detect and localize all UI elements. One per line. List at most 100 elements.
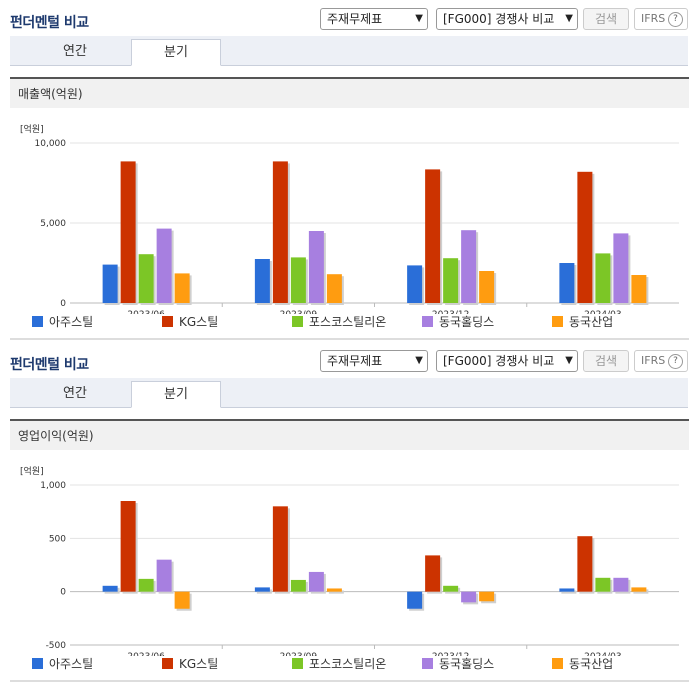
bar <box>156 228 172 303</box>
statement-type-select[interactable]: 주재무제표 ▼ <box>320 8 428 30</box>
bar <box>631 587 647 592</box>
fundamental-panel-operating-income: 펀더멘털 비교 주재무제표 ▼ [FG000] 경쟁사 비교 ▼ 검색 IFRS… <box>0 342 696 682</box>
tab-quarterly[interactable]: 분기 <box>131 381 221 408</box>
bar <box>156 559 172 592</box>
legend-label: KG스틸 <box>179 315 219 329</box>
legend-label: 포스코스틸리온 <box>309 657 387 671</box>
bar <box>631 275 647 303</box>
bar <box>254 259 270 303</box>
period-tabs: 연간 분기 <box>10 36 688 66</box>
bar-shadow <box>328 590 344 594</box>
bar <box>613 577 629 592</box>
bar <box>595 253 611 303</box>
compare-group-value: [FG000] 경쟁사 비교 <box>443 12 555 26</box>
unit-label: [억원] <box>20 123 44 135</box>
bar <box>272 506 288 592</box>
help-icon[interactable]: ? <box>668 354 683 369</box>
fundamental-panel-revenue: 펀더멘털 비교 주재무제표 ▼ [FG000] 경쟁사 비교 ▼ 검색 IFRS… <box>0 0 696 340</box>
help-icon[interactable]: ? <box>668 12 683 27</box>
compare-group-select[interactable]: [FG000] 경쟁사 비교 ▼ <box>436 8 578 30</box>
legend-label: 아주스틸 <box>49 315 94 329</box>
legend-swatch <box>422 658 433 669</box>
legend-label: 동국홀딩스 <box>439 657 495 671</box>
statement-type-select[interactable]: 주재무제표 ▼ <box>320 350 428 372</box>
y-tick-label: 5,000 <box>40 219 66 229</box>
ifrs-label: IFRS <box>641 354 666 367</box>
bar <box>102 585 118 592</box>
ifrs-button[interactable]: IFRS ? <box>634 8 688 30</box>
compare-group-value: [FG000] 경쟁사 비교 <box>443 354 555 368</box>
statement-type-value: 주재무제표 <box>327 12 383 26</box>
bar <box>461 230 477 303</box>
statement-type-value: 주재무제표 <box>327 354 383 368</box>
legend-swatch <box>292 316 303 327</box>
panel-title: 펀더멘털 비교 <box>10 357 89 373</box>
tab-annual[interactable]: 연간 <box>63 44 87 59</box>
bar <box>559 263 575 303</box>
legend-item: KG스틸 <box>162 656 218 672</box>
bar <box>425 555 441 592</box>
legend-item: 동국홀딩스 <box>422 314 494 330</box>
search-button[interactable]: 검색 <box>583 8 629 30</box>
legend-swatch <box>292 658 303 669</box>
bar <box>479 271 495 303</box>
bar <box>326 588 342 592</box>
chart-legend: 아주스틸 KG스틸 포스코스틸리온 동국홀딩스 동국산업 <box>10 656 689 674</box>
bar <box>138 578 154 592</box>
bar <box>254 587 270 592</box>
bar <box>461 591 477 603</box>
y-tick-label: -500 <box>46 641 67 651</box>
x-tick-label: 2023/12 <box>432 310 469 314</box>
bar <box>308 231 324 303</box>
bar-shadow <box>561 590 577 594</box>
y-tick-label: 10,000 <box>35 139 67 149</box>
legend-swatch <box>32 316 43 327</box>
revenue-chart: [억원] 0 5,000 10,000 2023/06 2023/09 2023/12 202… <box>10 108 689 340</box>
bar <box>407 265 423 303</box>
bar <box>174 273 190 303</box>
legend-item: 동국홀딩스 <box>422 656 494 672</box>
search-button[interactable]: 검색 <box>583 350 629 372</box>
chevron-down-icon: ▼ <box>415 13 423 24</box>
tab-quarterly[interactable]: 분기 <box>131 39 221 66</box>
bar <box>102 264 118 303</box>
bar <box>559 588 575 592</box>
panel-header: 펀더멘털 비교 주재무제표 ▼ [FG000] 경쟁사 비교 ▼ 검색 IFRS… <box>0 342 696 378</box>
bar <box>120 161 136 303</box>
legend-item: 동국산업 <box>552 656 613 672</box>
bar <box>425 169 441 303</box>
bar <box>577 171 593 303</box>
bar <box>577 536 593 592</box>
chart-legend: 아주스틸 KG스틸 포스코스틸리온 동국홀딩스 동국산업 <box>10 314 689 332</box>
period-tabs: 연간 분기 <box>10 378 688 408</box>
legend-item: 아주스틸 <box>32 656 93 672</box>
legend-item: 포스코스틸리온 <box>292 656 386 672</box>
panel-title: 펀더멘털 비교 <box>10 15 89 31</box>
y-tick-label: 500 <box>49 534 66 544</box>
ifrs-button[interactable]: IFRS ? <box>634 350 688 372</box>
bar <box>443 258 459 303</box>
bar <box>595 577 611 592</box>
y-tick-label: 0 <box>60 299 66 309</box>
chart-svg: [억원] -500 0 500 1,000 2023/06 2023/09 2023/12 20… <box>20 465 679 656</box>
legend-label: 동국산업 <box>569 315 614 329</box>
bar <box>326 274 342 303</box>
unit-label: [억원] <box>20 465 44 477</box>
x-tick-label: 2023/06 <box>127 652 165 656</box>
x-tick-label: 2023/06 <box>127 310 165 314</box>
compare-group-select[interactable]: [FG000] 경쟁사 비교 ▼ <box>436 350 578 372</box>
legend-label: 동국산업 <box>569 657 614 671</box>
legend-swatch <box>422 316 433 327</box>
metric-label: 영업이익(억원) <box>10 419 689 450</box>
legend-swatch <box>162 316 173 327</box>
operating-income-chart: [억원] -500 0 500 1,000 2023/06 2023/09 2023/12 20… <box>10 450 689 682</box>
chevron-down-icon: ▼ <box>565 355 573 366</box>
tab-annual[interactable]: 연간 <box>63 386 87 401</box>
legend-label: 아주스틸 <box>49 657 94 671</box>
bar <box>290 257 306 303</box>
legend-swatch <box>162 658 173 669</box>
x-tick-label: 2023/12 <box>432 652 469 656</box>
x-tick-label: 2024/03 <box>584 652 621 656</box>
legend-label: KG스틸 <box>179 657 219 671</box>
bar <box>613 233 629 303</box>
